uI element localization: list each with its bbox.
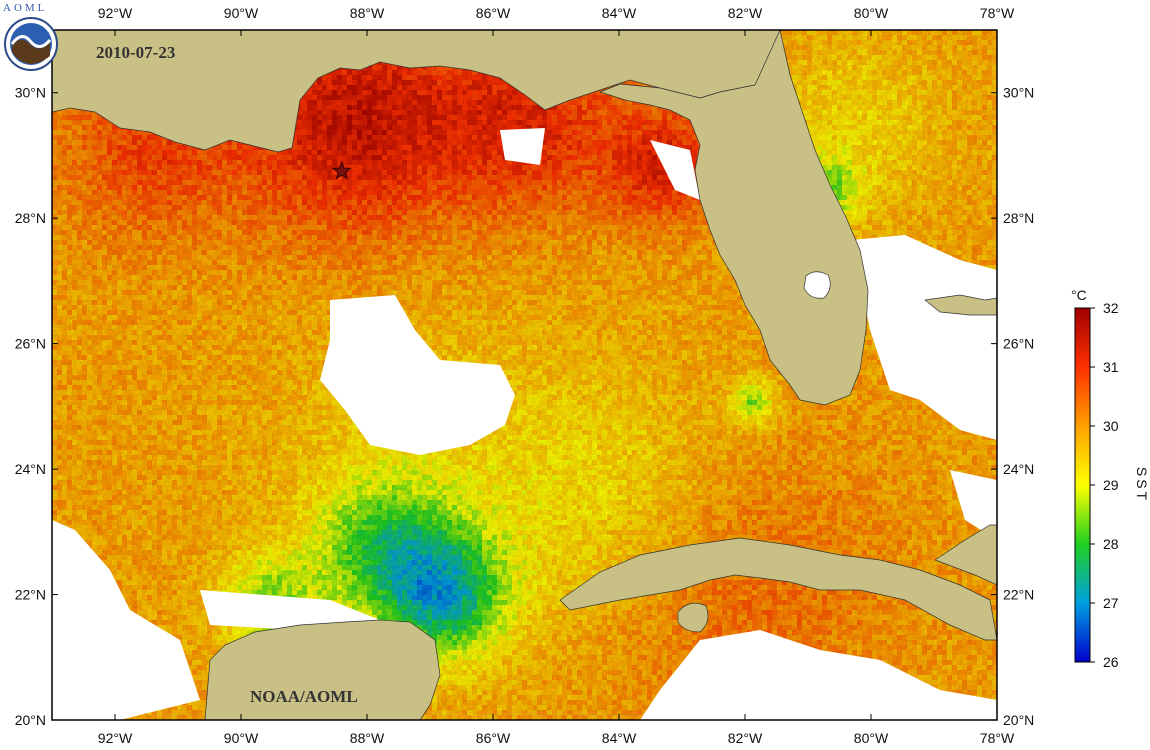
lon-label-bottom: 88°W: [350, 730, 385, 746]
no-data-region: [640, 630, 997, 720]
axis-ticks: 92°W 92°W 90°W 90°W 88°W 88°W 86°W 86°W 84°W 84°W…: [15, 5, 1035, 746]
lat-label-right: 24°N: [1003, 461, 1034, 477]
logo-land-icon: [12, 39, 50, 64]
andros-land: [924, 294, 997, 316]
lat-label-left: 26°N: [15, 336, 46, 352]
lat-label-left: 28°N: [15, 210, 46, 226]
date-label: 2010-07-23: [96, 43, 175, 62]
map-panel: [52, 30, 997, 720]
no-data-region: [320, 295, 515, 455]
cuba-land: [559, 537, 997, 641]
no-data-region: [852, 235, 997, 440]
logo-wave-icon: [10, 35, 52, 48]
bahamas-land: [934, 524, 997, 586]
colorbar: °C 26 27 28 29 30 31 32 SST: [1071, 287, 1150, 670]
colorbar-tick-label: 28: [1103, 536, 1119, 552]
lon-label-top: 78°W: [980, 5, 1015, 21]
lon-label-top: 86°W: [476, 5, 511, 21]
yucatan-land: [204, 619, 441, 720]
lon-label-bottom: 80°W: [854, 730, 889, 746]
lon-label-bottom: 90°W: [224, 730, 259, 746]
logo-text: AOML: [3, 2, 47, 14]
lat-label-left: 20°N: [15, 712, 46, 728]
no-data-region: [950, 470, 997, 540]
lat-label-left: 30°N: [15, 85, 46, 101]
colorbar-tick-label: 32: [1103, 300, 1119, 316]
no-data-region: [500, 128, 545, 165]
noaa-logo: AOML: [3, 2, 58, 71]
colorbar-tick-label: 27: [1103, 595, 1119, 611]
location-marker-star: [331, 160, 352, 180]
lat-label-right: 26°N: [1003, 336, 1034, 352]
no-data-region: [52, 520, 200, 720]
land-masses: [52, 30, 997, 720]
lat-label-left: 22°N: [15, 587, 46, 603]
lat-label-right: 20°N: [1003, 712, 1034, 728]
lon-label-top: 80°W: [854, 5, 889, 21]
lon-label-top: 82°W: [728, 5, 763, 21]
lon-label-bottom: 84°W: [602, 730, 637, 746]
lon-label-bottom: 86°W: [476, 730, 511, 746]
lon-label-bottom: 92°W: [98, 730, 133, 746]
lon-label-top: 88°W: [350, 5, 385, 21]
colorbar-tick-label: 29: [1103, 477, 1119, 493]
colorbar-tick-label: 31: [1103, 359, 1119, 375]
lake-okeechobee: [803, 271, 831, 299]
colorbar-variable: SST: [1134, 467, 1150, 503]
lon-label-bottom: 78°W: [980, 730, 1015, 746]
lon-label-top: 92°W: [98, 5, 133, 21]
lat-label-right: 28°N: [1003, 210, 1034, 226]
lat-label-left: 24°N: [15, 461, 46, 477]
lat-label-right: 30°N: [1003, 85, 1034, 101]
credit-label: NOAA/AOML: [250, 687, 358, 706]
lon-label-bottom: 82°W: [728, 730, 763, 746]
map-frame: [51, 29, 998, 721]
colorbar-scale: [1074, 307, 1091, 663]
lon-label-top: 90°W: [224, 5, 259, 21]
no-data-region: [650, 140, 700, 200]
colorbar-unit: °C: [1071, 287, 1087, 303]
colorbar-ticks: 26 27 28 29 30 31 32: [1090, 300, 1119, 670]
lon-label-top: 84°W: [602, 5, 637, 21]
isle-of-youth-land: [677, 602, 709, 633]
florida-peninsula-land: [598, 30, 869, 406]
lat-label-right: 22°N: [1003, 587, 1034, 603]
colorbar-tick-label: 30: [1103, 418, 1119, 434]
colorbar-tick-label: 26: [1103, 654, 1119, 670]
no-data-region: [200, 590, 380, 630]
